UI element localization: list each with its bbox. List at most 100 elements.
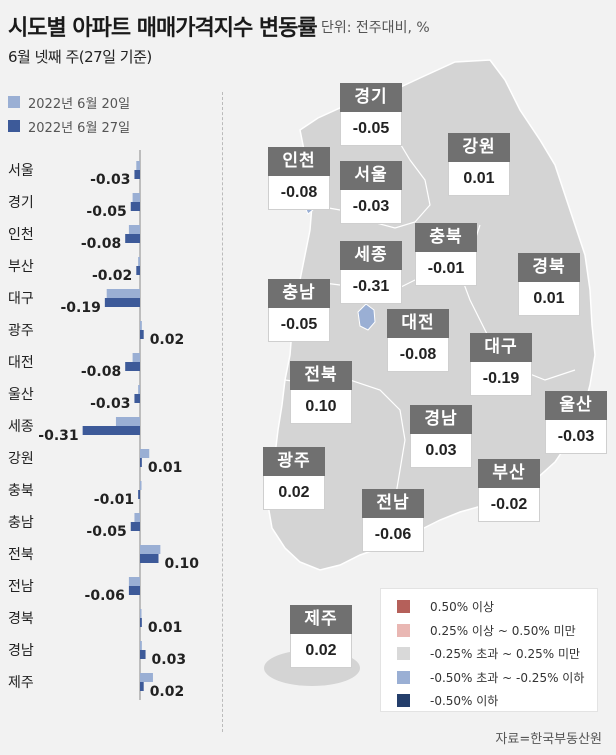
map-tile-jeju: 제주 0.02 [290,605,352,668]
bar-prev [115,417,140,426]
map-legend-label: 0.25% 이상 ~ 0.50% 미만 [430,623,576,638]
tile-value: 0.10 [290,390,352,424]
map-tile-daejeon: 대전 -0.08 [387,309,449,372]
legend-label-prev: 2022년 6월 20일 [28,96,131,112]
map-tile-gyeongnam: 경남 0.03 [410,405,472,468]
map-legend-swatch [397,623,410,637]
data-label: -0.05 [86,524,126,540]
data-label: 0.03 [152,652,187,668]
chart-subtitle: 6월 넷째 주(27일 기준) [8,48,152,66]
bar-prev [138,257,140,266]
data-label: 0.02 [150,332,185,348]
tile-value: -0.03 [545,420,607,454]
category-label: 부산 [8,259,34,275]
map-legend-label: 0.50% 이상 [430,600,495,615]
bar-prev [128,225,140,234]
tile-value: -0.03 [340,190,402,224]
bar-curr [125,362,140,371]
map-legend-item: -0.50% 초과 ~ -0.25% 이하 [397,666,597,690]
tile-value: -0.08 [387,338,449,372]
map-tile-chungnam: 충남 -0.05 [268,279,330,342]
bar-curr [134,170,140,179]
map-legend-item: 0.50% 이상 [397,595,597,619]
tile-name: 경북 [518,253,580,282]
tile-name: 서울 [340,161,402,190]
data-label: -0.03 [90,396,130,412]
tile-name: 강원 [448,133,510,162]
bar-chart: 서울 -0.03 경기 -0.05 인천 -0.08 부산 -0.02 대구 -0.19 광주 0.0… [8,150,200,700]
category-label: 충북 [8,483,34,499]
map-tile-chungbuk: 충북 -0.01 [415,223,477,286]
data-label: -0.01 [94,492,134,508]
bar-curr [140,330,144,339]
bar-prev [140,449,150,458]
legend-swatch-prev [8,96,20,108]
tile-name: 울산 [545,391,607,420]
data-label: 0.10 [165,556,200,572]
series-legend: 2022년 6월 20일 2022년 6월 27일 [8,92,130,140]
tile-value: 0.03 [410,434,472,468]
bar-curr [140,682,144,691]
bar-curr [140,650,146,659]
tile-value: 0.01 [448,162,510,196]
map-legend-label: -0.50% 이하 [430,694,499,709]
tile-name: 충남 [268,279,330,308]
category-label: 서울 [8,163,34,179]
category-label: 제주 [8,675,34,691]
map-tile-gangwon: 강원 0.01 [448,133,510,196]
map-legend-item: -0.50% 이하 [397,689,597,713]
data-label: 0.01 [148,460,183,476]
map-tile-gwangju: 광주 0.02 [263,447,325,510]
category-label: 전남 [8,579,34,595]
bar-curr [136,266,140,275]
category-label: 광주 [8,323,34,339]
bar-curr [104,298,140,307]
data-label: -0.05 [86,204,126,220]
bar-prev [106,289,140,298]
bar-prev [140,609,142,618]
data-label: -0.03 [90,172,130,188]
tile-value: -0.08 [268,176,330,210]
tile-value: -0.06 [362,518,424,552]
map-tile-daegu: 대구 -0.19 [470,333,532,396]
map-tile-jeonnam: 전남 -0.06 [362,489,424,552]
tile-name: 충북 [415,223,477,252]
bar-curr [130,522,140,531]
bar-prev [140,321,142,330]
tile-name: 세종 [340,241,402,270]
category-label: 전북 [8,547,34,563]
category-label: 강원 [8,451,34,467]
tile-name: 대구 [470,333,532,362]
data-label: -0.02 [92,268,132,284]
data-label: 0.02 [150,684,185,700]
category-label: 대구 [8,291,34,307]
bar-prev [136,161,140,170]
map-tile-gyeongbuk: 경북 0.01 [518,253,580,316]
bar-curr [140,618,142,627]
tile-value: -0.02 [478,488,540,522]
tile-name: 인천 [268,147,330,176]
category-label: 세종 [8,419,34,435]
category-label: 인천 [8,227,34,243]
tile-name: 제주 [290,605,352,634]
map-tile-jeonbuk: 전북 0.10 [290,361,352,424]
bar-prev [132,353,140,362]
category-label: 경북 [8,611,34,627]
bar-curr [82,426,140,435]
sejong-area [357,303,376,331]
unit-label: 단위: 전주대비, % [321,20,430,36]
category-label: 경기 [8,195,34,211]
legend-item-curr: 2022년 6월 27일 [8,116,130,136]
map-tile-sejong: 세종 -0.31 [340,241,402,304]
source-note: 자료=한국부동산원 [495,732,602,747]
panel-divider [222,92,223,732]
bar-prev [128,577,140,586]
bar-curr [134,394,140,403]
tile-name: 광주 [263,447,325,476]
legend-item-prev: 2022년 6월 20일 [8,92,130,112]
bar-curr [130,202,140,211]
map-legend-swatch [397,670,410,684]
category-label: 대전 [8,355,34,371]
legend-swatch-curr [8,120,20,132]
bar-prev [134,513,140,522]
